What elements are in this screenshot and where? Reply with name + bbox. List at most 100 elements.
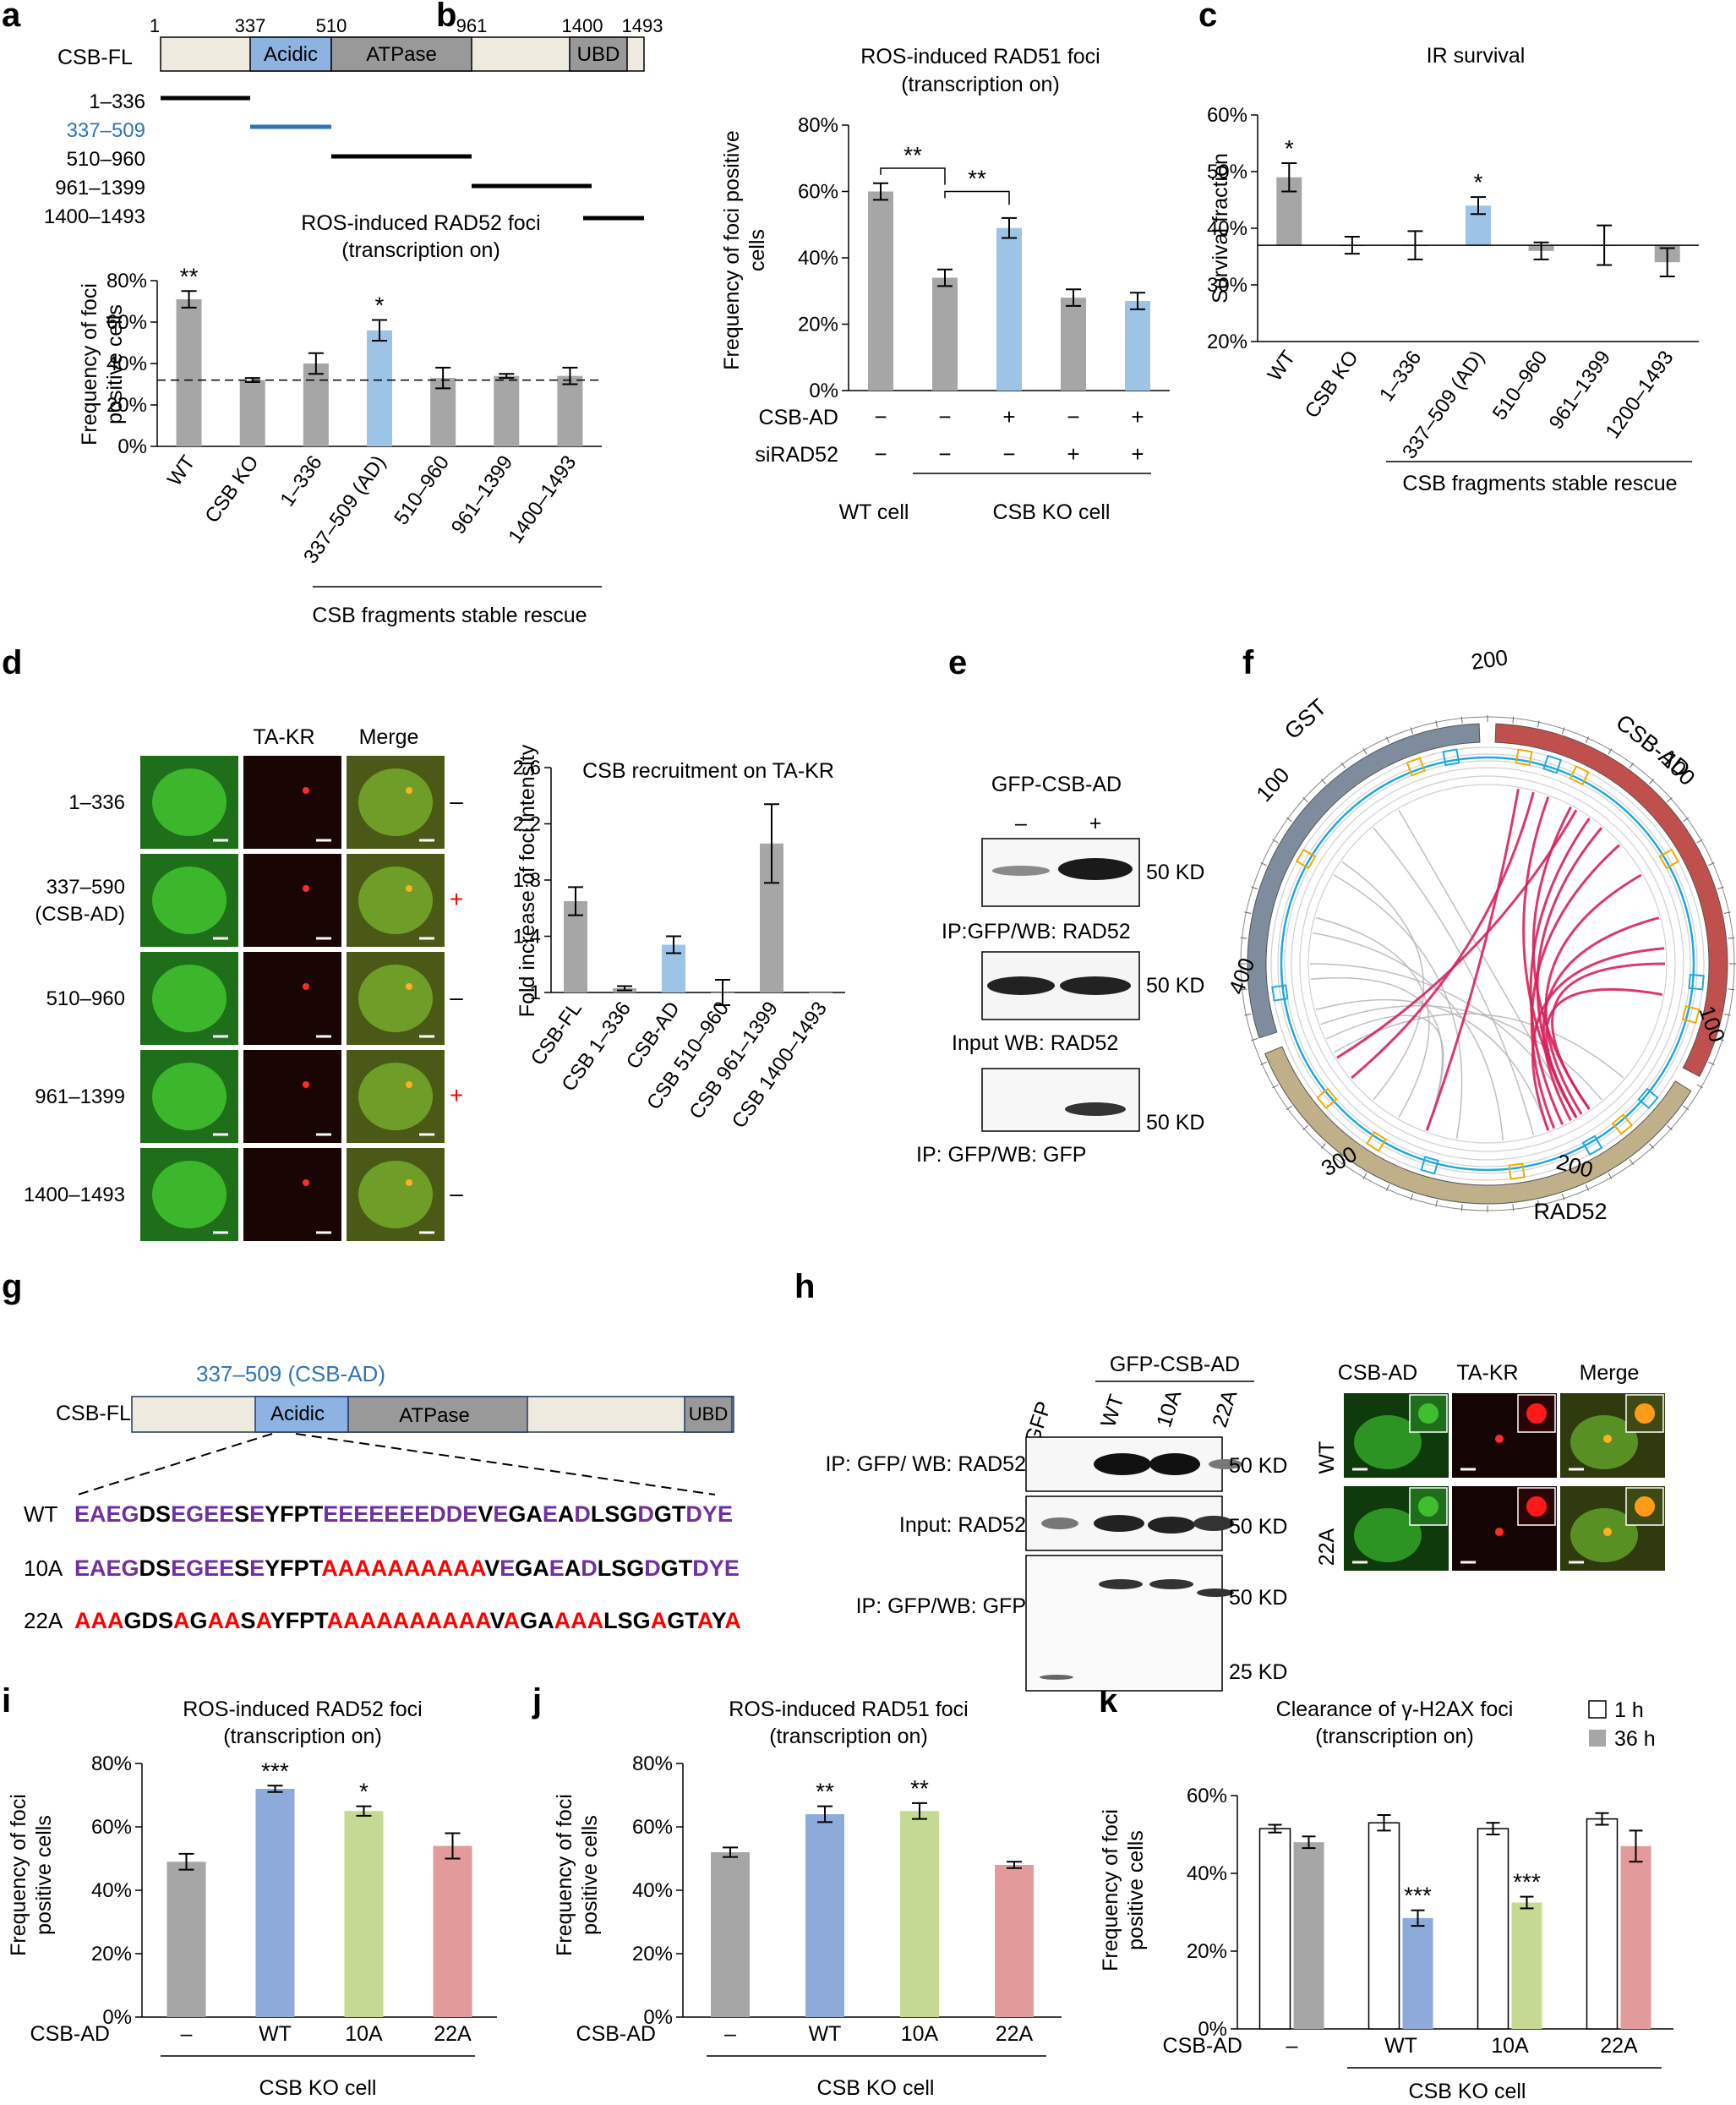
residue: A	[697, 1608, 713, 1633]
chart-k-title-1: Clearance of γ-H2AX foci	[1276, 1698, 1514, 1721]
chart-k-bar-1h	[1368, 1822, 1400, 2030]
circos-tick	[1648, 779, 1655, 785]
circos-tick	[1667, 796, 1673, 803]
circos-tick	[1340, 1159, 1346, 1166]
residue: V	[484, 1556, 500, 1581]
blot-caption-h-3: IP: GFP/WB: GFP	[856, 1594, 1026, 1618]
kd-label-h-2: 50 KD	[1229, 1515, 1287, 1539]
circos-tick	[1460, 716, 1463, 724]
focus-spot	[303, 787, 309, 794]
chart-j-significance: **	[816, 1779, 834, 1805]
residue: P	[294, 1556, 309, 1581]
fragment-label-2: 337–509	[67, 119, 145, 142]
residue: A	[538, 1608, 554, 1633]
nucleus	[152, 1063, 227, 1130]
focus-spot	[1495, 1528, 1504, 1536]
chart-d-ytick-label: 2.6	[513, 757, 541, 779]
circos-feature-box	[1611, 1113, 1634, 1135]
residue: P	[299, 1608, 314, 1633]
chart-a-ytick-label: 40%	[106, 353, 147, 375]
chart-k-title-2: (transcription on)	[1315, 1725, 1474, 1748]
pos-961: 961	[456, 15, 488, 36]
residue: G	[186, 1501, 204, 1527]
row-label-csb-ad-b: CSB-AD	[759, 406, 838, 429]
panel-letter-b: b	[436, 0, 457, 34]
panel-j: ROS-induced RAD51 foci (transcription on…	[553, 1698, 1062, 2100]
circos-label-rad52: RAD52	[1533, 1199, 1607, 1224]
circos-feature-box	[1658, 848, 1680, 870]
col-header-ta-kr-d: TA-KR	[253, 725, 314, 749]
focus-spot	[303, 885, 309, 892]
residue: A	[420, 1556, 437, 1581]
residue: Y	[709, 1556, 724, 1581]
circos-label-gst: GST	[1280, 694, 1331, 744]
row-label-d: 1400–1493	[24, 1184, 125, 1206]
circos-tick	[1537, 720, 1540, 728]
residue: S	[156, 1501, 171, 1527]
chart-k-category-label: 10A	[1491, 2034, 1529, 2058]
row-label-d: 510–960	[46, 987, 125, 1010]
chart-b-sig-bracket	[880, 167, 946, 185]
chart-b-significance: **	[903, 142, 922, 168]
residue: A	[532, 1556, 549, 1581]
circos-feature-box	[1508, 1162, 1526, 1180]
chart-i-bar	[344, 1811, 384, 2017]
residue: A	[526, 1501, 543, 1527]
kd-label-h-3: 50 KD	[1229, 1586, 1287, 1610]
chart-c-ylabel: Survival fraction	[1209, 153, 1232, 303]
chart-c-title: IR survival	[1427, 44, 1526, 68]
residue: L	[603, 1608, 618, 1633]
residue: Y	[712, 1608, 727, 1633]
panel-letter-c: c	[1198, 0, 1218, 34]
panel-h: GFP-CSB-AD GFP WT 10A 22A IP: GFP/ WB: R…	[825, 1353, 1665, 1692]
sign-sirad52: +	[1067, 441, 1079, 467]
circos-feature-box	[1581, 1135, 1603, 1156]
pos-1400: 1400	[562, 15, 603, 36]
circos-feature-box	[1542, 754, 1562, 774]
residue: A	[475, 1608, 491, 1633]
chart-k-bar-1h	[1586, 1818, 1619, 2030]
residue: D	[581, 1556, 598, 1581]
csb-fl-label: CSB-FL	[57, 46, 133, 69]
residue: E	[384, 1501, 399, 1527]
residue: A	[107, 1608, 124, 1633]
circos-tick	[1286, 1105, 1292, 1111]
circos-tick	[1320, 779, 1327, 785]
band-h-3-22a	[1197, 1588, 1234, 1597]
chart-j-ylabel-2: positive cells	[578, 1815, 602, 1935]
residue: L	[598, 1556, 612, 1581]
band-h-1-wt	[1094, 1453, 1151, 1475]
residue: A	[327, 1608, 344, 1633]
chart-i-ytick-label: 20%	[91, 1943, 132, 1966]
chart-b: 80% 60% 40% 20% 0% ** **	[798, 114, 1170, 402]
circos-tick	[1302, 1124, 1308, 1131]
inset-focus	[1418, 1403, 1438, 1424]
residue: D	[446, 1501, 463, 1527]
panel-letter-f: f	[1242, 644, 1254, 681]
row-label-csb-ad-j: CSB-AD	[576, 2022, 656, 2046]
chart-a-title-1: ROS-induced RAD52 foci	[301, 211, 540, 235]
pos-1493: 1493	[622, 15, 663, 36]
fragment-label-1: 1–336	[89, 90, 145, 113]
chart-a-significance: *	[375, 293, 385, 319]
inset-focus	[1526, 1496, 1547, 1517]
chart-a-ytick-label: 60%	[106, 311, 147, 334]
chart-j-category-label: 10A	[901, 2022, 939, 2046]
chart-b-sign-table: − − + − + − − − + +	[874, 404, 1144, 467]
band-h-2-gfp	[1041, 1517, 1078, 1529]
residue: G	[626, 1556, 644, 1581]
csb-ad-range-label: 337–509 (CSB-AD)	[196, 1361, 385, 1386]
lane-plus-e: +	[1089, 812, 1102, 835]
circos-link-gst	[1326, 1014, 1444, 1131]
circos-tick	[1629, 762, 1635, 768]
legend-swatch-1h	[1588, 1700, 1607, 1719]
residue: A	[91, 1608, 108, 1633]
circos-feature-box	[1569, 765, 1590, 786]
atpase-domain-g	[347, 1396, 528, 1433]
residue: E	[493, 1501, 508, 1527]
nucleus	[152, 965, 227, 1032]
circos-tick	[1435, 1200, 1438, 1207]
chart-k-bar-36h	[1402, 1917, 1433, 2029]
residue: E	[414, 1501, 429, 1527]
residue: E	[204, 1501, 219, 1527]
